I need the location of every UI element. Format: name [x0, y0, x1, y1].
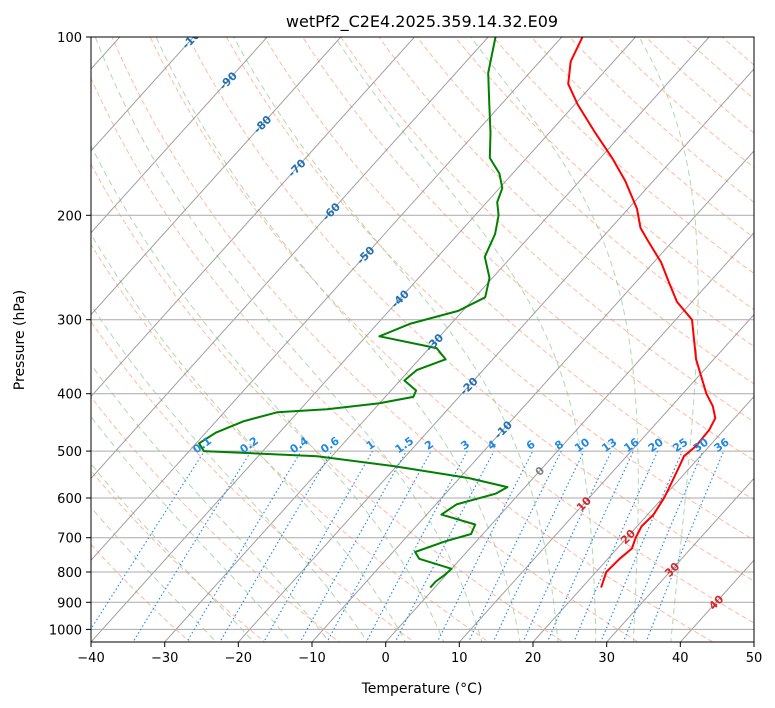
mixing-ratio-line [186, 450, 302, 642]
dry-adiabat-line [645, 37, 754, 134]
y-tick-label: 1000 [49, 623, 82, 638]
mixing-ratio-lines [91, 450, 725, 642]
y-tick-label: 600 [57, 492, 82, 507]
moist-adiabat-line [470, 37, 639, 642]
chart-title: wetPf2_C2E4.2025.359.14.32.E09 [286, 12, 558, 32]
y-tick-label: 900 [57, 596, 82, 611]
dry-adiabat-line [187, 37, 754, 582]
x-tick-label: 30 [598, 651, 615, 666]
isotherm-line [91, 37, 637, 642]
isotherm-line [237, 68, 754, 642]
x-tick-label: 40 [672, 651, 689, 666]
isotherm-line [458, 313, 754, 642]
isotherm-line [91, 37, 342, 316]
dry-adiabat-line [111, 37, 714, 642]
x-tick-label: 20 [525, 651, 542, 666]
isotherm-line [385, 232, 754, 642]
moist-adiabat-line [334, 37, 597, 642]
dry-adiabat-line [91, 320, 415, 642]
y-axis-title: Pressure (hPa) [12, 290, 28, 390]
dry-adiabat-line [91, 243, 490, 642]
y-tick-label: 100 [57, 31, 82, 46]
x-tick-label: 10 [451, 651, 468, 666]
y-axis: 100 200 300 400 500 600 700 800 900 1000 [49, 31, 91, 638]
dry-adiabat-line [149, 37, 754, 624]
mixing-ratio-line [546, 450, 634, 642]
plot-frame [90, 36, 755, 643]
dry-adiabat-line [340, 37, 754, 423]
isotherm-line [311, 150, 754, 642]
mixing-ratio-line [522, 450, 612, 642]
isotherm-line [606, 477, 754, 642]
x-axis: −40 −30 −20 −10 0 10 20 30 40 50 [77, 642, 762, 666]
isotherm-line [91, 37, 416, 398]
dewpoint-profile-line [198, 37, 509, 589]
mixing-ratio-line [645, 450, 725, 642]
plot-area: 0.1 0.2 0.4 0.6 1 1.5 2 3 4 6 8 10 13 16 20 25 30 36-100-… [91, 37, 754, 642]
mixing-ratio-line [573, 450, 659, 642]
y-tick-label: 400 [57, 388, 82, 403]
x-tick-label: −20 [225, 651, 252, 666]
y-tick-label: 500 [57, 445, 82, 460]
mixing-ratio-line [492, 450, 585, 642]
isotherm-line [164, 37, 710, 642]
dry-adiabat-line [91, 77, 640, 642]
mixing-ratio-line [467, 450, 562, 642]
dry-adiabat-line [416, 37, 754, 348]
mixing-ratio-line [299, 450, 407, 642]
isotherm-line [91, 37, 489, 480]
dry-adiabat-line [302, 37, 754, 462]
mixing-ratio-line [326, 450, 432, 642]
moist-adiabat-line [638, 37, 699, 642]
mixing-ratio-line [91, 450, 205, 630]
x-tick-label: 0 [382, 651, 390, 666]
isotherm-line [91, 37, 268, 234]
x-tick-label: 50 [746, 651, 763, 666]
isotherm-line [91, 37, 195, 152]
dry-adiabat-line [91, 543, 191, 642]
x-tick-label: −10 [298, 651, 325, 666]
x-axis-title: Temperature (°C) [361, 681, 483, 697]
y-tick-label: 700 [57, 532, 82, 547]
profiles [198, 37, 717, 589]
dry-adiabat-line [492, 37, 754, 275]
x-tick-label: −40 [77, 651, 104, 666]
dry-adiabat-line [263, 37, 754, 501]
mixing-ratio-line [263, 450, 374, 642]
y-tick-label: 200 [57, 209, 82, 224]
pressure-grid [91, 37, 754, 630]
moist-adiabat-line [91, 363, 330, 642]
mixing-ratio-line [219, 450, 333, 642]
isotherm-line [532, 395, 754, 642]
temperature-profile-line [567, 37, 717, 588]
mixing-ratio-line [600, 450, 683, 642]
mixing-ratio-line [436, 450, 534, 642]
y-tick-label: 800 [57, 566, 82, 581]
moist-adiabat-line [233, 37, 559, 642]
y-tick-label: 300 [57, 314, 82, 329]
x-tick-label: −30 [151, 651, 178, 666]
dry-adiabat-line [378, 37, 754, 385]
dry-adiabat-line [606, 37, 754, 169]
dry-adiabat-line [91, 470, 266, 642]
mixing-ratio-line [622, 450, 704, 642]
